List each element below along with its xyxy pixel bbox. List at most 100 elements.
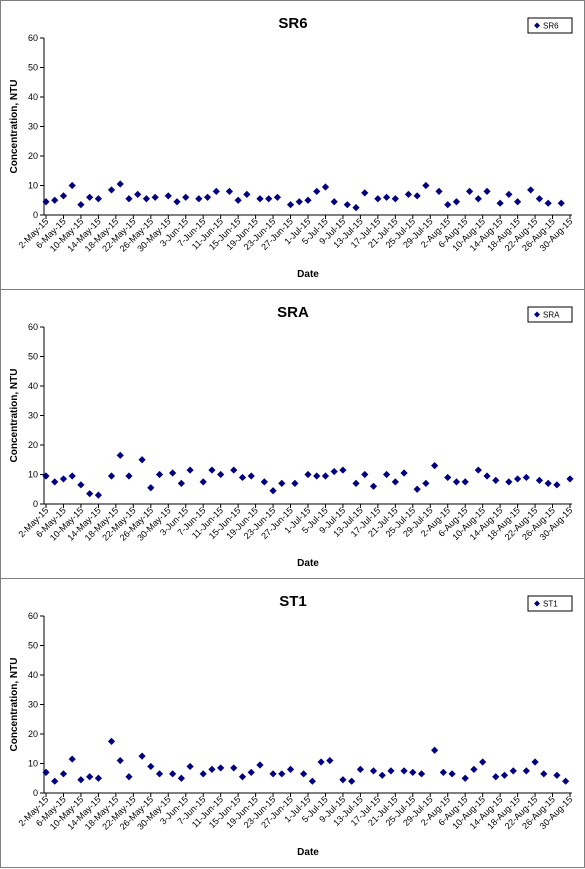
data-point xyxy=(313,472,321,480)
legend-box xyxy=(527,595,573,612)
chart-sr6: SR601020304050602-May-156-May-1510-May-1… xyxy=(9,15,574,280)
data-point xyxy=(94,774,102,782)
data-point xyxy=(265,195,273,203)
data-point xyxy=(169,469,177,477)
data-point xyxy=(330,467,338,476)
data-point xyxy=(391,195,399,203)
data-point xyxy=(553,481,561,489)
data-point xyxy=(94,195,102,203)
data-point xyxy=(562,777,570,785)
data-point xyxy=(230,764,238,772)
y-tick-label: 40 xyxy=(28,381,38,391)
data-point xyxy=(77,201,85,209)
data-point xyxy=(177,774,185,782)
data-point xyxy=(452,478,461,486)
data-point xyxy=(531,758,539,766)
data-point xyxy=(435,187,443,195)
data-point xyxy=(514,198,522,206)
y-axis-title: Concentration, NTU xyxy=(9,658,20,752)
data-point xyxy=(540,770,548,778)
data-point xyxy=(278,770,286,778)
data-point xyxy=(514,475,522,483)
data-point xyxy=(544,479,552,487)
data-point xyxy=(352,204,360,212)
x-axis-title: Date xyxy=(297,558,319,569)
data-point xyxy=(273,193,282,201)
legend-marker xyxy=(534,600,540,607)
data-point xyxy=(356,765,364,773)
data-point xyxy=(256,761,264,769)
data-point xyxy=(400,767,408,775)
data-point xyxy=(151,193,159,201)
legend-label: SRA xyxy=(543,311,560,320)
data-point xyxy=(247,472,255,480)
data-point xyxy=(247,768,255,776)
data-point xyxy=(339,776,347,784)
data-point xyxy=(452,198,461,206)
data-point xyxy=(492,476,500,484)
data-point xyxy=(413,192,421,200)
data-point xyxy=(400,469,408,477)
data-point xyxy=(383,470,391,479)
data-point xyxy=(116,451,124,459)
data-point xyxy=(343,201,351,209)
legend: SR6 xyxy=(527,17,573,34)
y-tick-label: 40 xyxy=(28,92,38,102)
data-point xyxy=(138,752,146,760)
chart-panel-sra: SRA 0 10 20 30 40 50 60 2-May-15 6-May-15 10-May-1… xyxy=(0,289,585,579)
data-point xyxy=(68,472,76,480)
y-tick-label: 30 xyxy=(28,411,38,421)
y-tick-label: 10 xyxy=(28,470,38,480)
data-point xyxy=(535,476,544,484)
data-point xyxy=(566,475,574,483)
data-point xyxy=(544,199,552,207)
data-point xyxy=(195,195,203,203)
data-point xyxy=(134,190,142,198)
chart-panel-sr6: SR6 0 10 20 30 40 50 60 2-May-15 6-May-15 10-May-1… xyxy=(0,0,585,290)
data-point xyxy=(169,770,177,778)
data-point xyxy=(177,479,185,487)
chart-sra: SRA01020304050602-May-156-May-1510-May-1… xyxy=(9,304,574,569)
data-point xyxy=(321,183,330,191)
data-point xyxy=(186,466,194,474)
data-point xyxy=(77,481,85,489)
data-point xyxy=(387,767,395,775)
data-point xyxy=(479,758,487,766)
data-point xyxy=(243,190,251,198)
data-point xyxy=(208,765,216,773)
data-point xyxy=(182,193,190,201)
data-point xyxy=(186,762,194,771)
data-point xyxy=(234,196,242,204)
data-point xyxy=(505,190,513,198)
data-point xyxy=(173,198,181,206)
data-point xyxy=(413,485,421,493)
y-tick-label: 10 xyxy=(28,759,38,769)
data-point xyxy=(361,470,369,479)
y-tick-label: 50 xyxy=(28,641,38,651)
data-point xyxy=(496,199,504,207)
y-tick-label: 60 xyxy=(28,33,38,43)
data-point xyxy=(51,777,59,785)
data-point xyxy=(116,756,124,765)
y-tick-label: 60 xyxy=(28,322,38,332)
data-point xyxy=(557,199,565,207)
data-point xyxy=(107,186,116,194)
data-point xyxy=(448,770,456,778)
data-point xyxy=(51,478,59,486)
data-point xyxy=(59,770,68,778)
data-point xyxy=(378,771,386,779)
y-tick-label: 10 xyxy=(28,181,38,191)
data-point xyxy=(444,201,452,209)
y-tick-label: 40 xyxy=(28,670,38,680)
data-point xyxy=(553,771,561,779)
legend: SRA xyxy=(527,306,573,323)
data-point xyxy=(59,475,68,483)
data-point xyxy=(212,187,220,195)
data-point xyxy=(317,758,325,766)
data-point xyxy=(260,478,268,486)
data-point xyxy=(42,198,50,206)
y-tick-label: 0 xyxy=(33,788,38,798)
data-point xyxy=(217,470,225,479)
chart-title: SR6 xyxy=(278,15,307,32)
data-point xyxy=(42,768,50,776)
